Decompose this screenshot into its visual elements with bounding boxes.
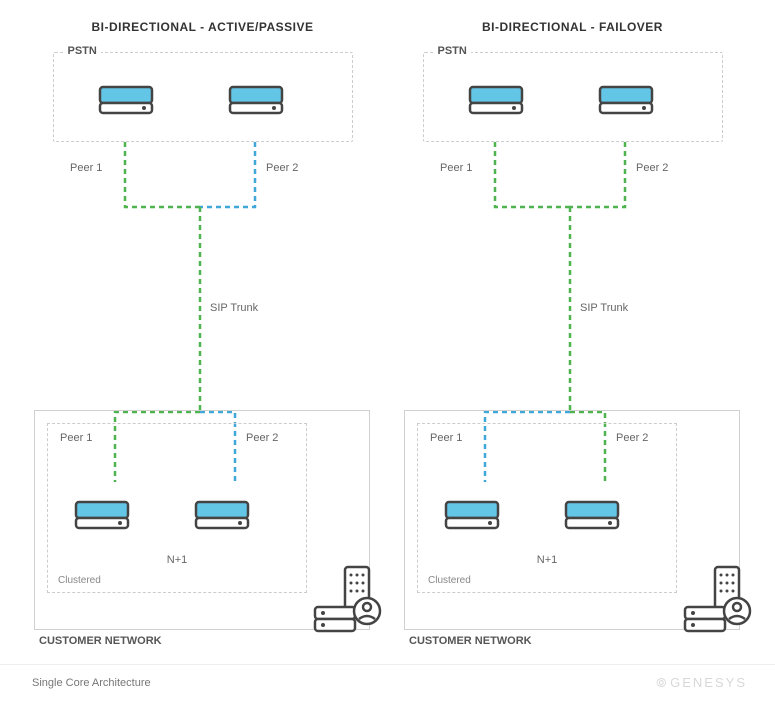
clustered-label: Clustered — [58, 575, 101, 586]
customer-label: CUSTOMER NETWORK — [409, 635, 532, 647]
cluster-box: N+1 Clustered — [47, 423, 307, 593]
panel-title: BI-DIRECTIONAL - ACTIVE/PASSIVE — [30, 20, 375, 34]
trunk-label: SIP Trunk — [580, 302, 628, 314]
infra-icon — [679, 563, 759, 643]
diagram-area: BI-DIRECTIONAL - ACTIVE/PASSIVE PSTN — [30, 20, 745, 640]
customer-label: CUSTOMER NETWORK — [39, 635, 162, 647]
panel-title: BI-DIRECTIONAL - FAILOVER — [400, 20, 745, 34]
peer-label: Peer 2 — [266, 162, 298, 174]
nplus1-label: N+1 — [167, 554, 188, 566]
nplus1-label: N+1 — [537, 554, 558, 566]
pstn-box: PSTN — [423, 52, 723, 142]
infra-icon — [309, 563, 389, 643]
device-icon — [194, 496, 250, 534]
device-icon — [598, 81, 654, 119]
trunk-label: SIP Trunk — [210, 302, 258, 314]
panel-failover: BI-DIRECTIONAL - FAILOVER PSTN — [400, 20, 745, 612]
pstn-label: PSTN — [64, 45, 101, 57]
pstn-box: PSTN — [53, 52, 353, 142]
footer-caption: Single Core Architecture — [32, 677, 151, 689]
device-icon — [444, 496, 500, 534]
device-icon — [98, 81, 154, 119]
device-icon — [228, 81, 284, 119]
peer-label: Peer 1 — [70, 162, 102, 174]
clustered-label: Clustered — [428, 575, 471, 586]
pstn-label: PSTN — [434, 45, 471, 57]
peer-label: Peer 1 — [440, 162, 472, 174]
device-icon — [564, 496, 620, 534]
cluster-box: N+1 Clustered — [417, 423, 677, 593]
footer-logo: GENESYS — [656, 675, 747, 691]
device-icon — [74, 496, 130, 534]
panel-active-passive: BI-DIRECTIONAL - ACTIVE/PASSIVE PSTN — [30, 20, 375, 612]
device-icon — [468, 81, 524, 119]
customer-box: N+1 Clustered CUSTOMER NETWORK — [404, 410, 740, 630]
footer: Single Core Architecture GENESYS — [0, 664, 775, 704]
peer-label: Peer 2 — [636, 162, 668, 174]
customer-box: N+1 Clustered CUSTOMER NETWORK — [34, 410, 370, 630]
